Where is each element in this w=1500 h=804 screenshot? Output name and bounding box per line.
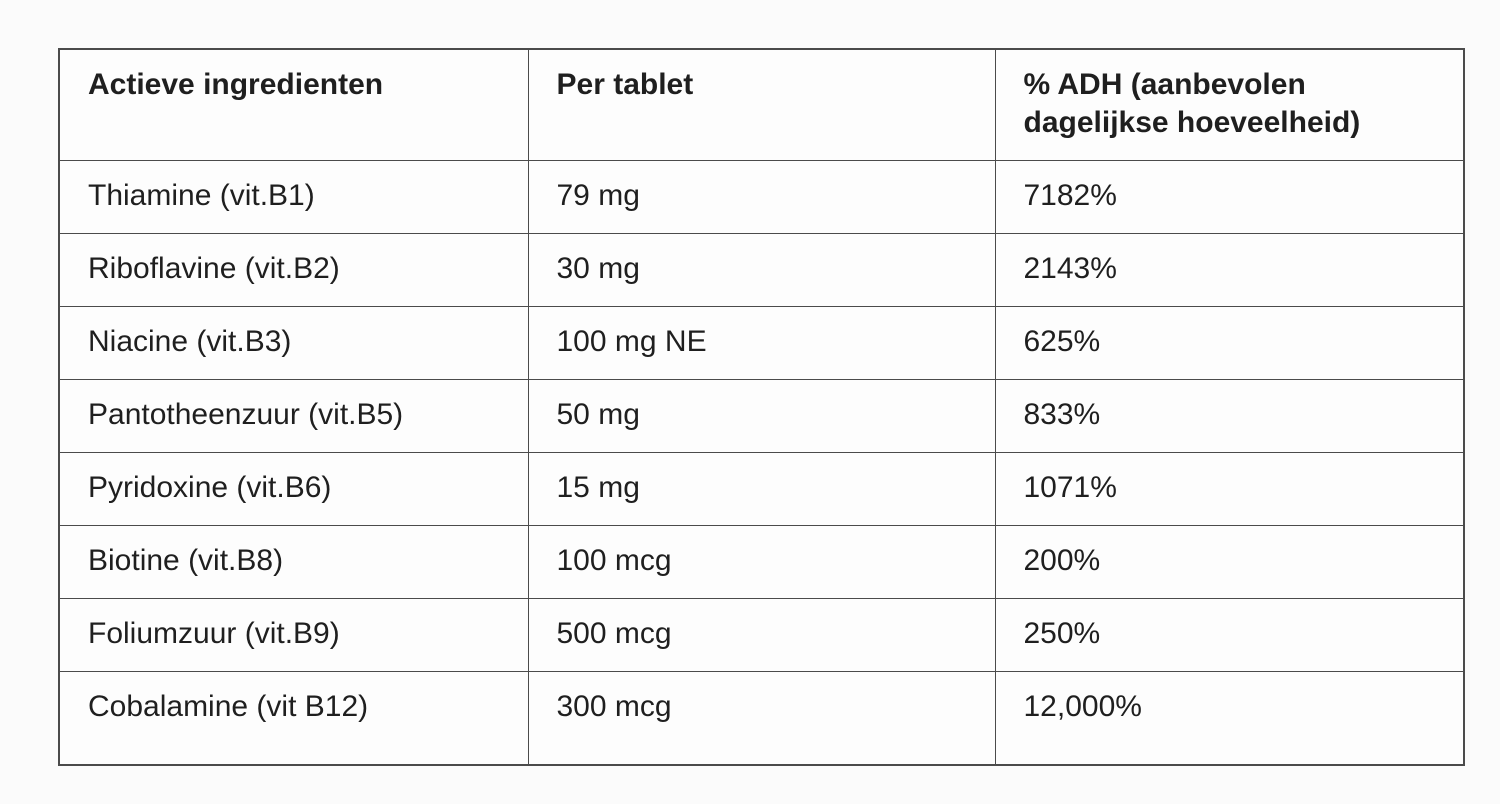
table-row: Foliumzuur (vit.B9) 500 mcg 250% bbox=[58, 597, 1465, 672]
cell-per-tablet: 30 mg bbox=[527, 232, 996, 307]
cell-ingredient: Foliumzuur (vit.B9) bbox=[58, 597, 529, 672]
cell-per-tablet: 50 mg bbox=[527, 378, 996, 453]
cell-ingredient: Niacine (vit.B3) bbox=[58, 305, 529, 380]
cell-ingredient: Thiamine (vit.B1) bbox=[58, 159, 529, 234]
cell-per-tablet: 300 mcg bbox=[527, 670, 996, 766]
cell-adh-percent: 625% bbox=[994, 305, 1465, 380]
cell-adh-percent: 12,000% bbox=[994, 670, 1465, 766]
cell-ingredient: Pantotheenzuur (vit.B5) bbox=[58, 378, 529, 453]
cell-ingredient: Biotine (vit.B8) bbox=[58, 524, 529, 599]
table-row: Niacine (vit.B3) 100 mg NE 625% bbox=[58, 305, 1465, 380]
cell-ingredient: Riboflavine (vit.B2) bbox=[58, 232, 529, 307]
table-row: Riboflavine (vit.B2) 30 mg 2143% bbox=[58, 232, 1465, 307]
cell-adh-percent: 2143% bbox=[994, 232, 1465, 307]
column-header-adh-percent: % ADH (aanbevolen dagelijkse hoeveelheid… bbox=[994, 48, 1465, 161]
cell-adh-percent: 1071% bbox=[994, 451, 1465, 526]
cell-adh-percent: 833% bbox=[994, 378, 1465, 453]
cell-ingredient: Pyridoxine (vit.B6) bbox=[58, 451, 529, 526]
cell-ingredient: Cobalamine (vit B12) bbox=[58, 670, 529, 766]
table-row: Cobalamine (vit B12) 300 mcg 12,000% bbox=[58, 670, 1465, 766]
cell-per-tablet: 100 mcg bbox=[527, 524, 996, 599]
header-row: Actieve ingredienten Per tablet % ADH (a… bbox=[58, 48, 1465, 161]
table-row: Thiamine (vit.B1) 79 mg 7182% bbox=[58, 159, 1465, 234]
column-header-per-tablet: Per tablet bbox=[527, 48, 996, 161]
table-row: Biotine (vit.B8) 100 mcg 200% bbox=[58, 524, 1465, 599]
cell-adh-percent: 200% bbox=[994, 524, 1465, 599]
cell-adh-percent: 250% bbox=[994, 597, 1465, 672]
cell-per-tablet: 100 mg NE bbox=[527, 305, 996, 380]
supplement-facts-table-container: Actieve ingredienten Per tablet % ADH (a… bbox=[58, 48, 1465, 766]
table-row: Pantotheenzuur (vit.B5) 50 mg 833% bbox=[58, 378, 1465, 453]
cell-per-tablet: 500 mcg bbox=[527, 597, 996, 672]
cell-per-tablet: 79 mg bbox=[527, 159, 996, 234]
column-header-active-ingredients: Actieve ingredienten bbox=[58, 48, 529, 161]
supplement-facts-table: Actieve ingredienten Per tablet % ADH (a… bbox=[58, 48, 1465, 766]
cell-per-tablet: 15 mg bbox=[527, 451, 996, 526]
cell-adh-percent: 7182% bbox=[994, 159, 1465, 234]
table-row: Pyridoxine (vit.B6) 15 mg 1071% bbox=[58, 451, 1465, 526]
